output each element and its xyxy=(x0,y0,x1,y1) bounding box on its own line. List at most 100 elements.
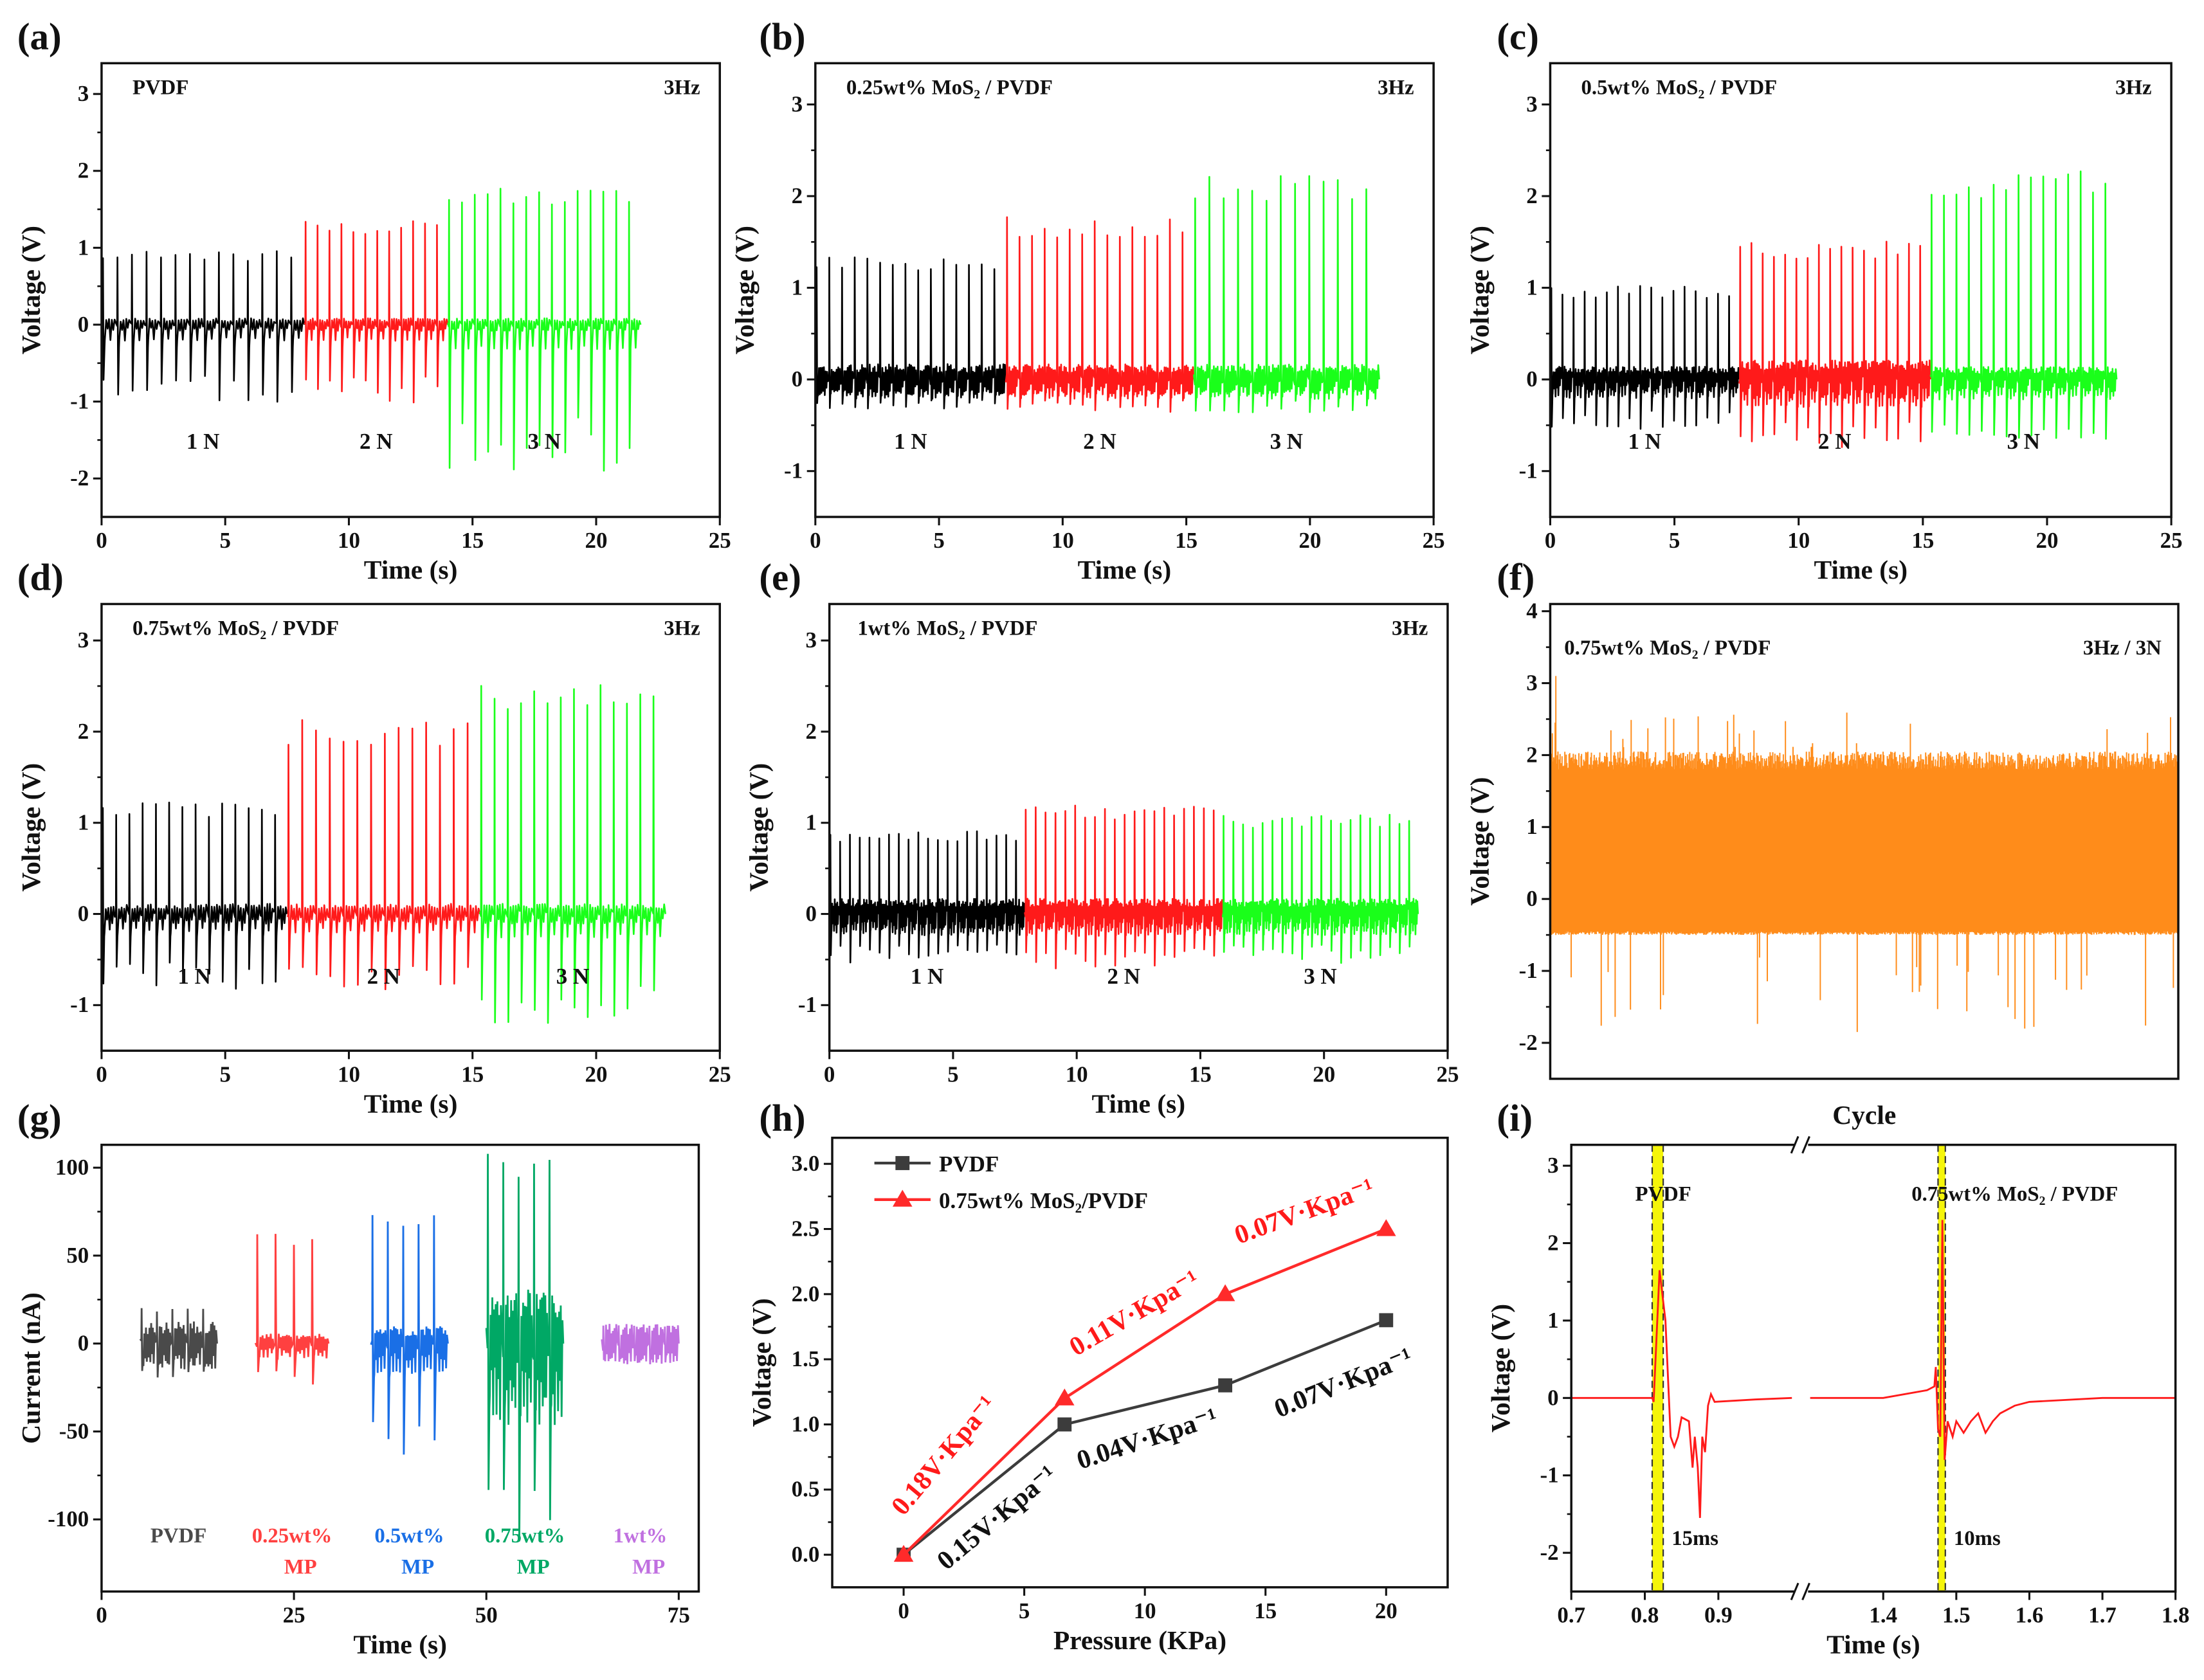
x-tick-label: 25 xyxy=(1436,1061,1459,1087)
y-tick-label: -1 xyxy=(1519,958,1538,983)
force-label: 2 N xyxy=(1818,429,1851,454)
duration-label: 10ms xyxy=(1954,1527,2001,1550)
y-tick-label: 3 xyxy=(806,628,817,653)
x-tick-label: 5 xyxy=(219,528,230,553)
trace-3n xyxy=(479,684,666,1024)
frequency-label: 3Hz xyxy=(1392,617,1428,640)
y-tick-label: -2 xyxy=(1519,1030,1538,1055)
x-tick-label: 10 xyxy=(1066,1061,1088,1087)
x-axis-label: Cycle xyxy=(1832,1100,1896,1130)
x-tick-label: 5 xyxy=(947,1061,958,1087)
x-tick-label: 1.5 xyxy=(1942,1602,1971,1627)
frequency-label: 3Hz xyxy=(664,76,700,99)
x-tick-label: 50 xyxy=(475,1602,498,1627)
plot-frame xyxy=(828,602,1449,1052)
frequency-label: 3Hz / 3N xyxy=(2083,637,2162,660)
force-label: 3 N xyxy=(556,964,589,989)
x-axis-label: Pressure (KPa) xyxy=(1053,1625,1226,1656)
y-axis-label: Voltage (V) xyxy=(744,763,774,892)
force-label: 2 N xyxy=(1083,429,1116,454)
duration-label: 15ms xyxy=(1671,1527,1718,1550)
duration-band xyxy=(1652,1144,1664,1592)
x-tick-label: 5 xyxy=(219,1061,230,1087)
x-axis-label: Time (s) xyxy=(353,1629,447,1659)
y-tick-label: 0 xyxy=(806,901,817,926)
y-tick-label: 4 xyxy=(1526,599,1537,624)
trace-1n xyxy=(101,801,288,990)
data-point-triangle xyxy=(893,1544,914,1562)
slope-annotation: 0.07V·Kpa⁻¹ xyxy=(1270,1341,1417,1423)
data-traces xyxy=(815,175,1380,413)
sample-label: 0.75wt% MoS₂ / PVDF xyxy=(1564,637,1771,660)
force-label: 2 N xyxy=(1107,964,1140,989)
voltage-trace xyxy=(1571,1270,1792,1518)
trace-2n xyxy=(287,719,481,991)
x-tick-label: 1.4 xyxy=(1869,1602,1897,1627)
y-tick-label: 2 xyxy=(1547,1230,1558,1255)
slope-annotation: 0.07V·Kpa⁻¹ xyxy=(1230,1172,1378,1250)
y-tick-label: 1 xyxy=(1526,275,1537,300)
x-tick-label: 15 xyxy=(461,528,484,553)
x-axis-label: Time (s) xyxy=(364,1088,458,1119)
data-traces xyxy=(101,188,642,472)
y-tick-label: 1 xyxy=(78,235,89,260)
data-traces xyxy=(139,1153,680,1542)
plot-frame xyxy=(100,602,721,1052)
y-tick-label: -1 xyxy=(798,992,817,1017)
y-tick-label: 3 xyxy=(1547,1153,1558,1178)
trace-1n xyxy=(101,250,305,403)
x-axis-label: Time (s) xyxy=(364,555,458,585)
legend-label: 0.75wt% MoS₂/PVDF xyxy=(939,1188,1148,1213)
x-tick-label: 25 xyxy=(2160,528,2183,553)
panel-label: (e) xyxy=(759,556,801,599)
plot-frame xyxy=(831,1136,1449,1589)
trace-1n xyxy=(829,830,1026,964)
y-axis-label: Voltage (V) xyxy=(16,226,46,354)
y-tick-label: 2.5 xyxy=(792,1216,820,1241)
x-tick-label: 0 xyxy=(96,1602,107,1627)
y-tick-label: 2 xyxy=(1526,183,1537,208)
x-tick-label: 75 xyxy=(668,1602,690,1627)
data-point-square xyxy=(1379,1313,1394,1328)
x-tick-label: 0 xyxy=(898,1598,909,1623)
data-traces xyxy=(1550,170,2118,448)
sample-label: 0.25wt% MoS₂ / PVDF xyxy=(846,76,1053,99)
x-tick-label: 0 xyxy=(810,528,821,553)
trace-2n xyxy=(1738,240,1931,448)
panel-label: (c) xyxy=(1497,15,1538,57)
y-axis-label: Voltage (V) xyxy=(747,1298,777,1427)
x-axis-label: Time (s) xyxy=(1091,1088,1185,1119)
force-label: 1 N xyxy=(178,964,210,989)
frequency-label: 3Hz xyxy=(2115,76,2151,99)
sample-label: 1wt% xyxy=(614,1524,668,1548)
trace-2n xyxy=(304,220,449,404)
data-point-triangle xyxy=(1376,1219,1396,1236)
force-label: 2 N xyxy=(360,429,392,454)
sample-label: PVDF xyxy=(132,76,188,99)
y-tick-label: 100 xyxy=(55,1155,89,1180)
force-label: 1 N xyxy=(911,964,943,989)
y-tick-label: 3 xyxy=(1526,670,1537,695)
y-tick-label: 1 xyxy=(1547,1308,1558,1333)
sample-label: MP xyxy=(401,1556,434,1579)
x-tick-label: 5 xyxy=(1669,528,1680,553)
panel-label: (a) xyxy=(17,15,62,57)
y-tick-label: 1.0 xyxy=(792,1411,820,1436)
current-trace xyxy=(370,1215,449,1455)
current-trace xyxy=(254,1234,330,1385)
y-tick-label: 2.0 xyxy=(792,1281,820,1306)
trace-3n xyxy=(1192,175,1380,413)
x-tick-label: 15 xyxy=(1911,528,1934,553)
trace-3n xyxy=(447,188,642,472)
panel-i: 15ms 10ms -2 -1 0 1 2 3 Voltage (V) 0.7 0.8 0.9 1.4 1… xyxy=(1486,1097,2189,1660)
legend-marker-square xyxy=(895,1156,910,1170)
sample-label: 0.5wt% xyxy=(374,1524,444,1548)
y-axis-label: Voltage (V) xyxy=(1464,777,1495,906)
force-label: 3 N xyxy=(1270,429,1303,454)
y-tick-label: 1 xyxy=(806,810,817,835)
axis-break-mark xyxy=(1801,1135,1810,1154)
y-tick-label: -2 xyxy=(70,465,89,491)
legend-marker-triangle xyxy=(892,1189,913,1207)
x-axis-label: Time (s) xyxy=(1814,555,1908,585)
force-label: 1 N xyxy=(894,429,927,454)
